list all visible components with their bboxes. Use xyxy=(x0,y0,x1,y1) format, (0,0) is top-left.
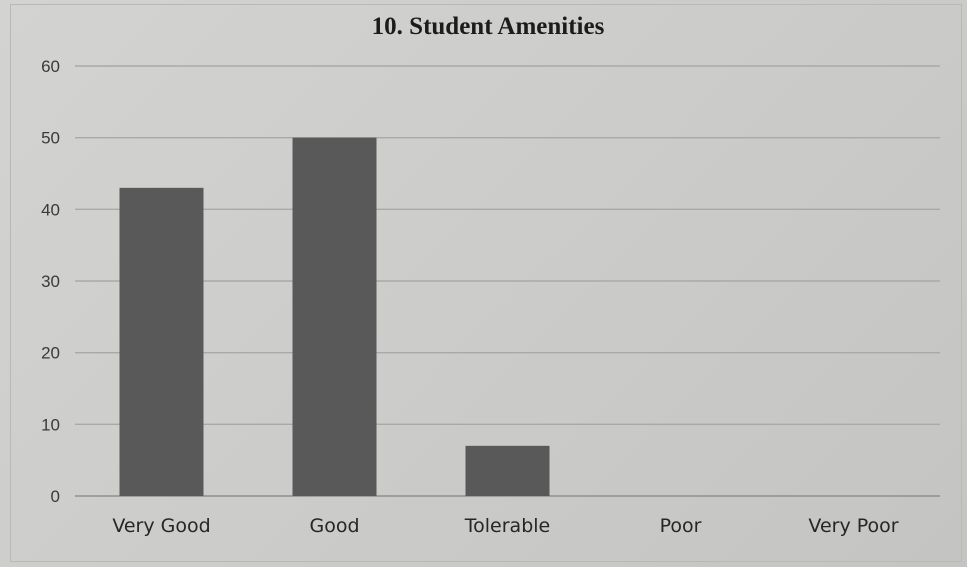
bar-good xyxy=(292,137,377,496)
y-tick-label: 10 xyxy=(41,415,60,434)
bars xyxy=(119,137,550,497)
x-tick-label: Tolerable xyxy=(464,515,550,537)
y-tick-label: 40 xyxy=(41,200,60,219)
grid-lines xyxy=(75,65,940,497)
x-tick-label: Good xyxy=(309,515,359,537)
y-tick-label: 60 xyxy=(41,57,60,76)
x-tick-label: Poor xyxy=(660,515,702,537)
y-tick-label: 20 xyxy=(41,344,60,363)
chart-title: 10. Student Amenities xyxy=(372,13,605,40)
x-tick-label: Very Poor xyxy=(808,515,898,537)
x-tick-label: Very Good xyxy=(112,515,210,537)
x-axis-ticks: Very Good Good Tolerable Poor Very Poor xyxy=(112,515,898,537)
y-tick-label: 0 xyxy=(51,487,60,506)
bar-tolerable xyxy=(465,445,550,496)
y-tick-label: 30 xyxy=(41,272,60,291)
chart-frame xyxy=(10,4,962,562)
bar-very-good xyxy=(119,187,204,497)
y-tick-label: 50 xyxy=(41,129,60,148)
y-axis-ticks: 0 10 20 30 40 50 60 xyxy=(41,57,60,506)
